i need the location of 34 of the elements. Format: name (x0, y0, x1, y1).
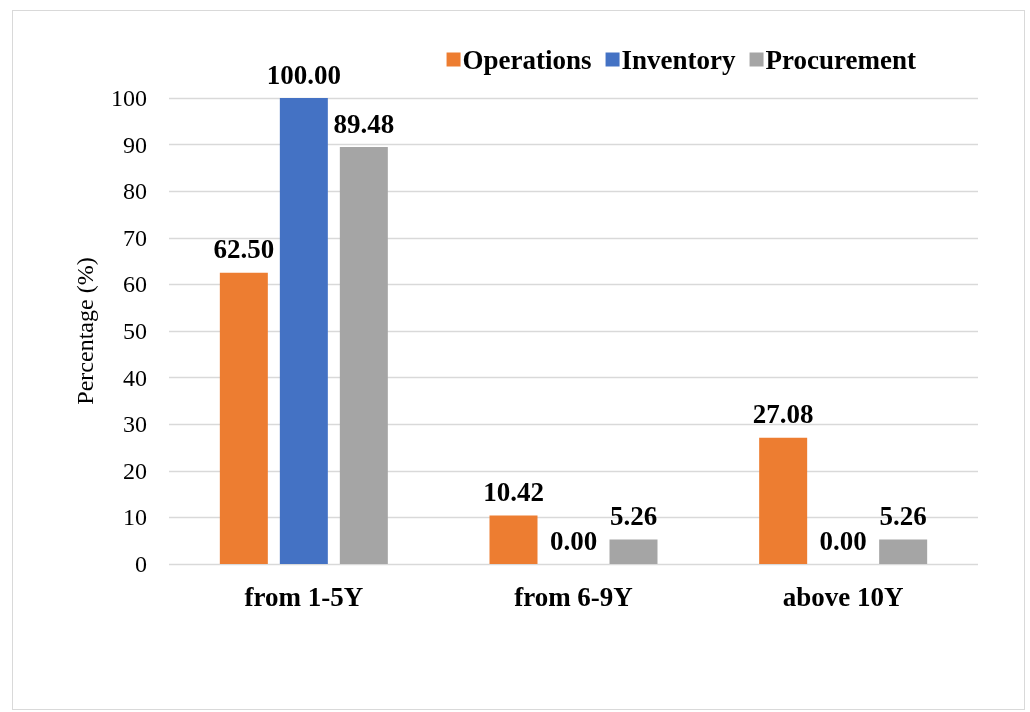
bar (279, 98, 328, 564)
y-axis-title: Percentage (%) (72, 257, 98, 405)
y-tick-label: 30 (123, 411, 147, 438)
data-label: 5.26 (879, 500, 927, 531)
bar (489, 515, 538, 564)
legend-label: Inventory (621, 44, 737, 75)
legend-label: Operations (462, 44, 592, 75)
bar (339, 147, 388, 564)
x-tick-label: from 6-9Y (514, 581, 633, 612)
data-label: 100.00 (266, 59, 341, 90)
y-tick-label: 10 (123, 504, 147, 531)
data-label: 10.42 (483, 476, 544, 507)
y-tick-label: 80 (123, 178, 147, 205)
y-tick-label: 100 (111, 85, 147, 111)
bar (759, 437, 808, 564)
y-tick-label: 40 (123, 364, 147, 391)
legend-label: Procurement (765, 44, 917, 75)
bar (219, 272, 268, 564)
x-tick-label: from 1-5Y (244, 581, 364, 612)
y-tick-label: 0 (135, 551, 147, 577)
data-label: 0.00 (549, 525, 598, 556)
y-tick-label: 20 (123, 457, 147, 484)
data-label: 0.00 (819, 525, 867, 556)
bar (879, 539, 928, 564)
bar (609, 539, 658, 564)
y-tick-label: 50 (123, 318, 147, 344)
x-tick-label: above 10Y (782, 581, 904, 612)
y-tick-label: 60 (123, 271, 147, 298)
y-tick-label: 90 (123, 131, 147, 158)
data-label: 5.26 (609, 500, 658, 531)
data-label: 27.08 (752, 399, 814, 430)
data-label: 62.50 (213, 234, 275, 265)
data-label: 89.48 (333, 108, 395, 139)
y-tick-label: 70 (123, 224, 147, 251)
